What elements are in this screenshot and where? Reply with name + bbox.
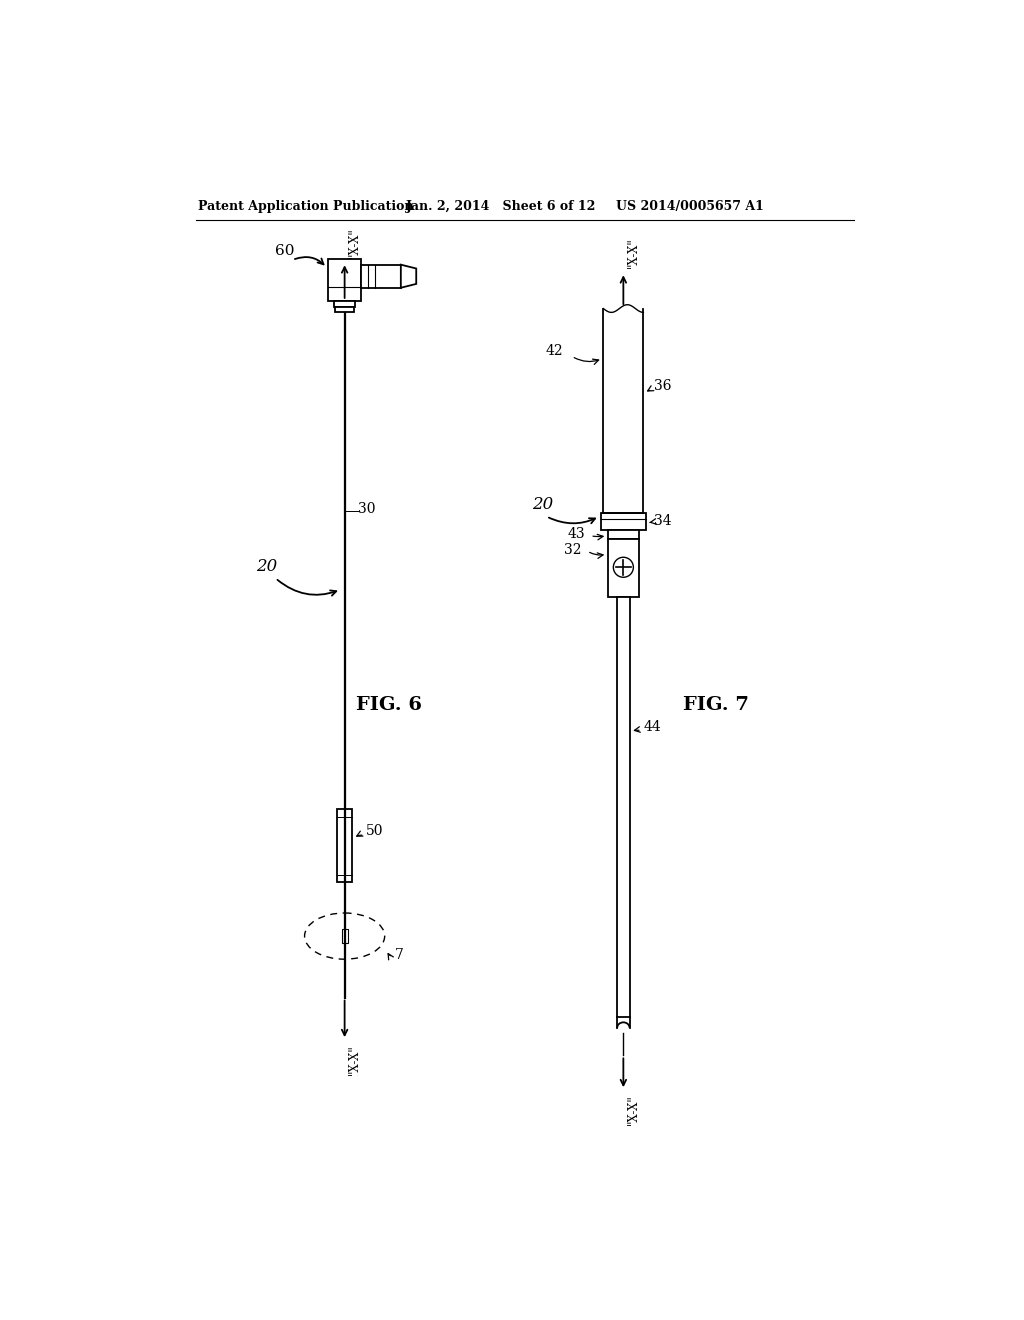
Text: "X-X": "X-X" <box>348 1044 360 1074</box>
Bar <box>334 301 355 308</box>
Text: FIG. 7: FIG. 7 <box>683 696 749 714</box>
Text: 34: 34 <box>654 513 672 528</box>
Text: 32: 32 <box>563 543 581 557</box>
Bar <box>608 539 639 597</box>
Text: 43: 43 <box>567 527 585 541</box>
Text: Jan. 2, 2014   Sheet 6 of 12: Jan. 2, 2014 Sheet 6 of 12 <box>407 199 597 213</box>
Text: 44: 44 <box>643 721 662 734</box>
Bar <box>360 264 400 288</box>
Text: 50: 50 <box>367 824 384 838</box>
Bar <box>336 308 354 313</box>
Circle shape <box>613 557 634 577</box>
Text: 7: 7 <box>394 948 403 962</box>
Bar <box>337 809 352 882</box>
Bar <box>601 512 646 529</box>
Polygon shape <box>400 264 416 288</box>
Text: 30: 30 <box>358 502 376 516</box>
Text: 20: 20 <box>256 558 278 576</box>
Text: Patent Application Publication: Patent Application Publication <box>199 199 414 213</box>
Text: "X-X": "X-X" <box>627 1094 639 1125</box>
Text: 36: 36 <box>654 379 672 392</box>
Text: "X-X": "X-X" <box>348 227 360 257</box>
Bar <box>617 597 630 1016</box>
Text: 20: 20 <box>532 496 554 513</box>
Bar <box>329 259 360 301</box>
Text: "X-X": "X-X" <box>627 238 639 268</box>
Text: US 2014/0005657 A1: US 2014/0005657 A1 <box>615 199 764 213</box>
Text: 60: 60 <box>275 244 295 257</box>
Bar <box>608 529 639 539</box>
Bar <box>342 929 348 942</box>
Text: 42: 42 <box>546 345 563 358</box>
Text: FIG. 6: FIG. 6 <box>355 696 422 714</box>
